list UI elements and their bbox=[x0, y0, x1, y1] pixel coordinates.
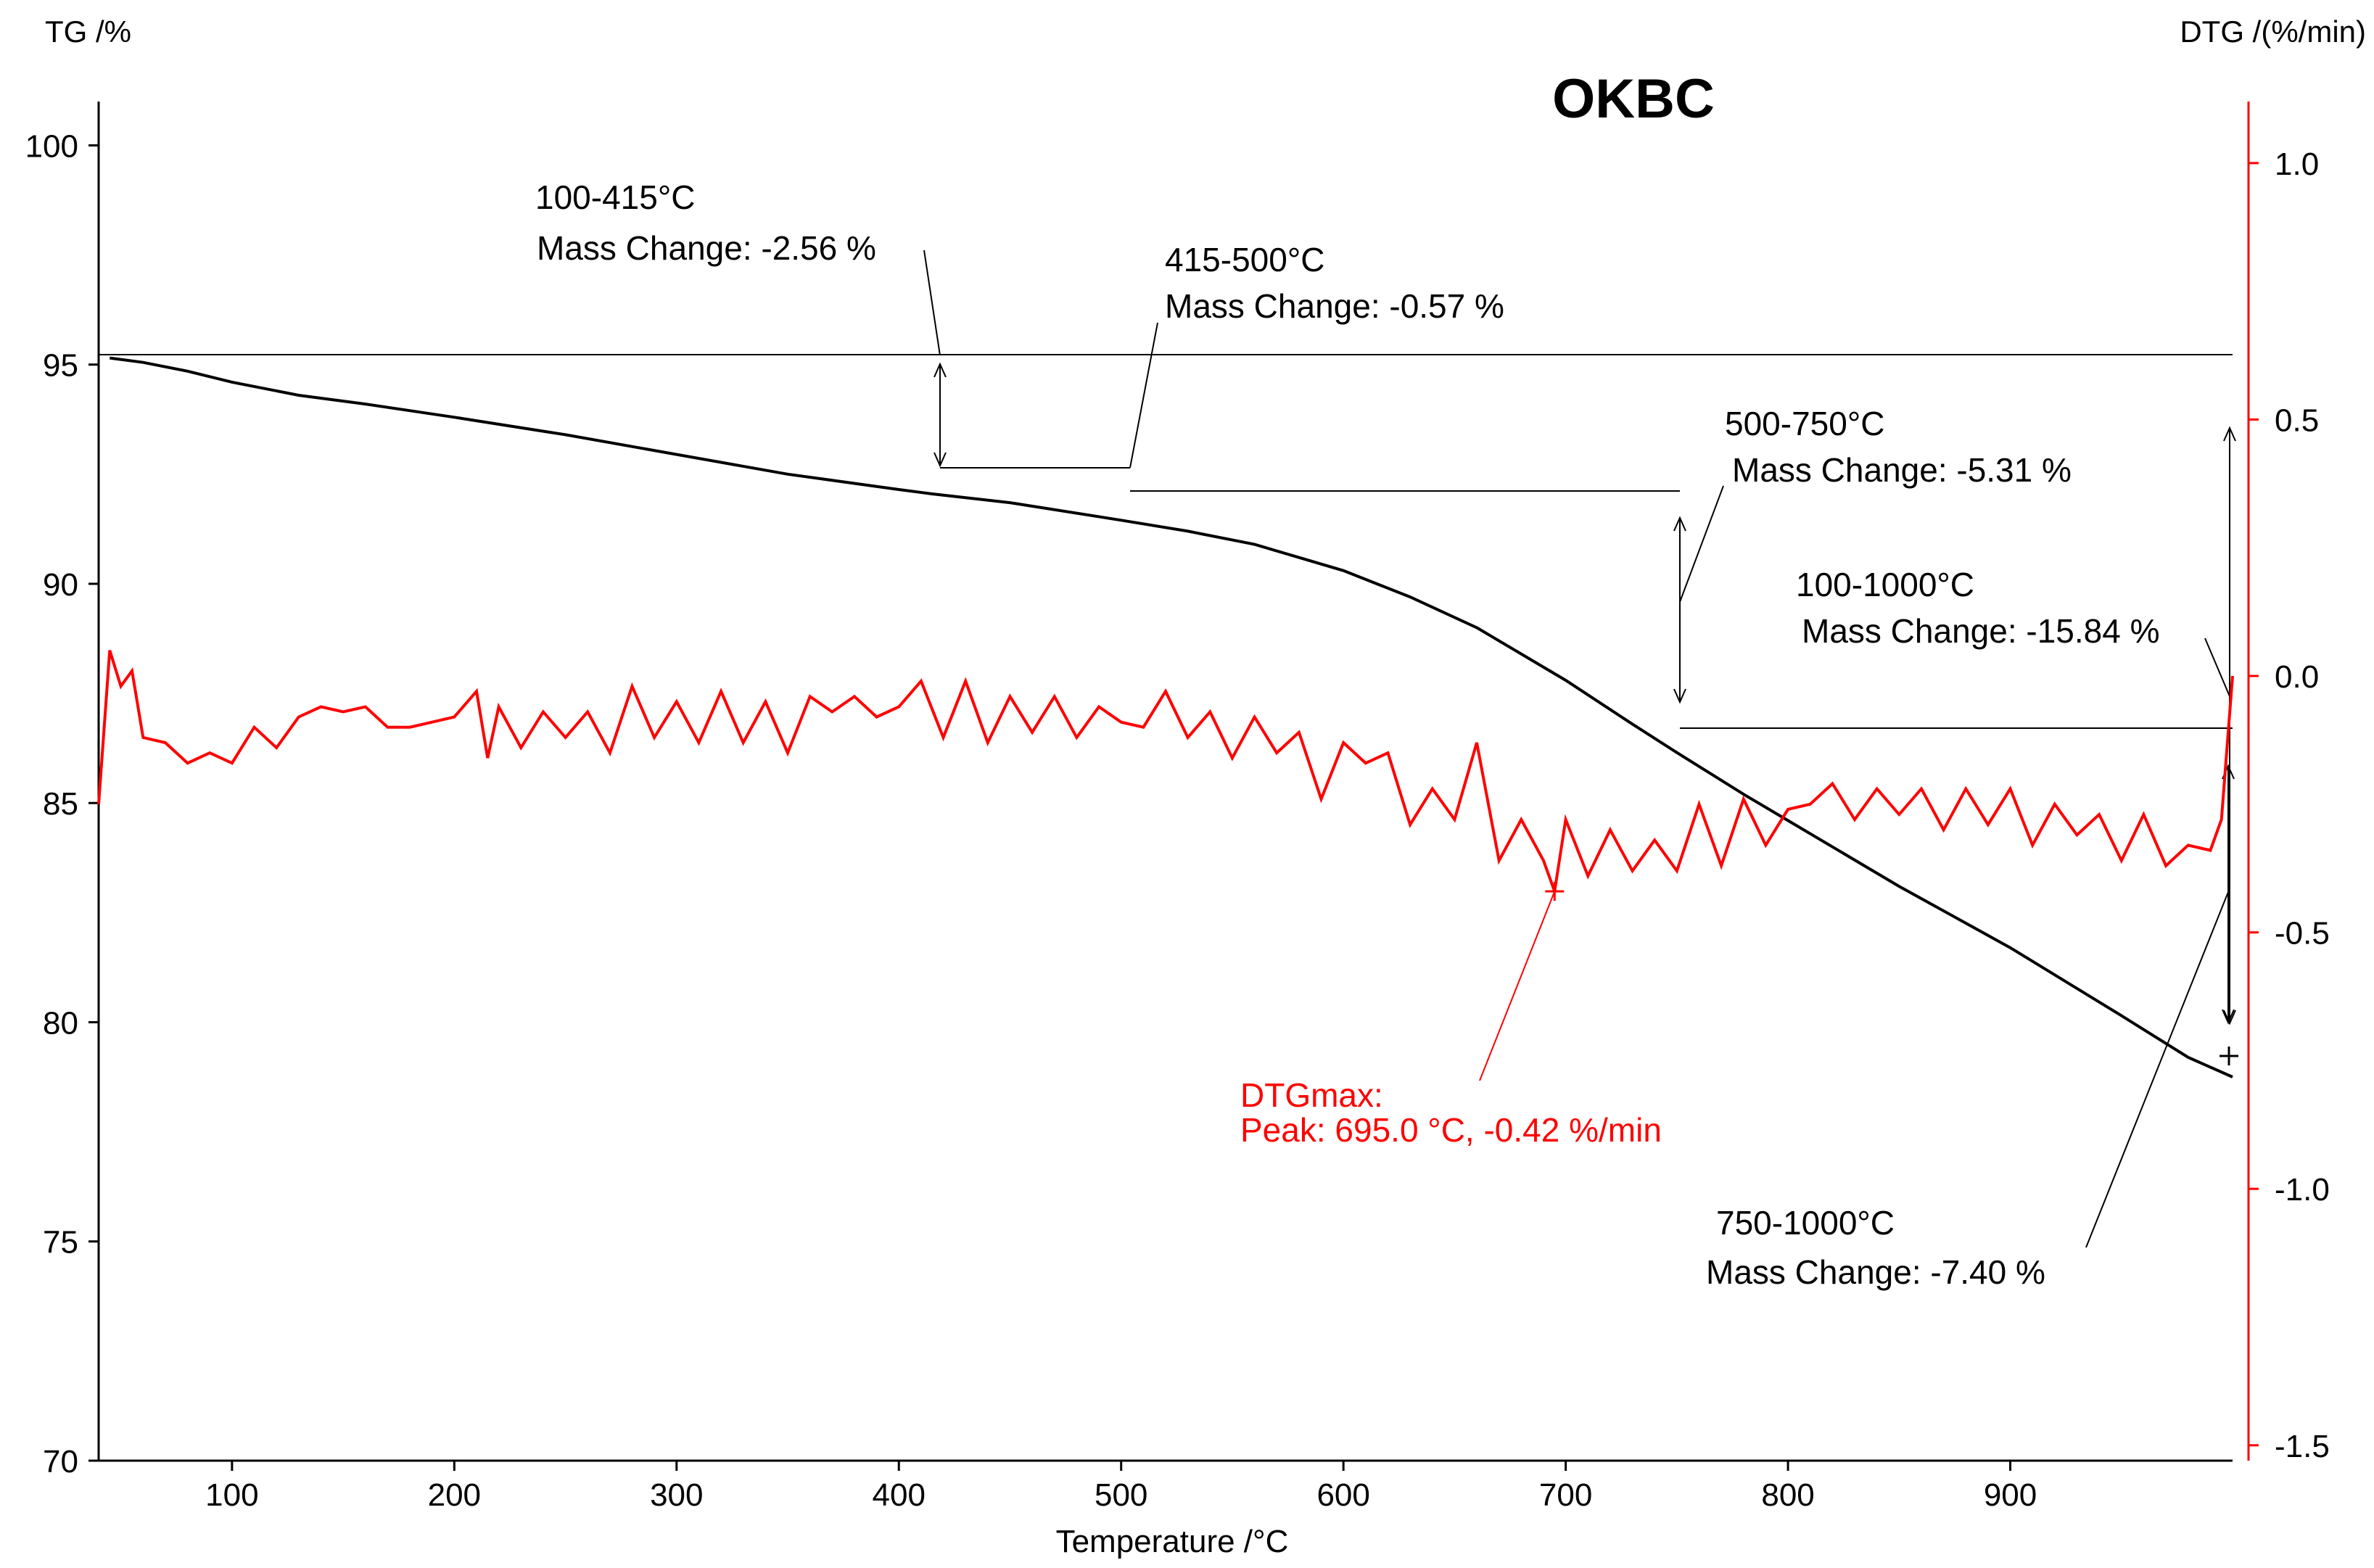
x-tick-label: 700 bbox=[1539, 1477, 1592, 1513]
x-tick-label: 100 bbox=[205, 1477, 258, 1513]
dtg-peak-marker bbox=[1545, 882, 1565, 901]
leader-415-500 bbox=[1129, 322, 1158, 469]
annotation-100-415: 100-415°C Mass Change: -2.56 % bbox=[535, 178, 876, 267]
x-ticks: 100 200 300 400 500 600 700 800 900 bbox=[205, 1461, 2037, 1513]
dtg-series-line bbox=[97, 650, 2234, 892]
dtg-peak-text: Peak: 695.0 °C, -0.42 %/min bbox=[1240, 1111, 1662, 1149]
annotation-100-415-text: Mass Change: -2.56 % bbox=[537, 229, 876, 267]
dtg-peak-annotation: DTGmax: Peak: 695.0 °C, -0.42 %/min bbox=[1240, 1076, 1662, 1149]
y-left-ticks: 70 75 80 85 90 95 100 bbox=[25, 128, 99, 1480]
x-tick-label: 600 bbox=[1316, 1477, 1369, 1513]
y-left-tick-label: 70 bbox=[43, 1444, 78, 1480]
x-tick-label: 500 bbox=[1095, 1477, 1147, 1513]
x-tick-label: 800 bbox=[1761, 1477, 1814, 1513]
y-right-tick-label: -1.0 bbox=[2275, 1172, 2330, 1208]
y-right-tick-label: -0.5 bbox=[2275, 916, 2330, 952]
annotation-100-1000-range: 100-1000°C bbox=[1796, 566, 1974, 603]
y-right-axis-title: DTG /(%/min) bbox=[2180, 15, 2366, 49]
y-left-tick-label: 90 bbox=[43, 567, 78, 603]
y-right-tick-label: 1.0 bbox=[2275, 147, 2319, 182]
annotation-100-415-range: 100-415°C bbox=[535, 178, 695, 216]
annotation-100-1000: 100-1000°C Mass Change: -15.84 % bbox=[1796, 566, 2160, 650]
dtg-peak-label: DTGmax: bbox=[1240, 1076, 1383, 1114]
mass-change-markers bbox=[99, 249, 2236, 1248]
leader-100-1000 bbox=[2204, 637, 2230, 697]
annotation-500-750-text: Mass Change: -5.31 % bbox=[1732, 451, 2072, 489]
x-tick-label: 400 bbox=[873, 1477, 926, 1513]
x-tick-label: 900 bbox=[1984, 1477, 2037, 1513]
chart-title: OKBC bbox=[1552, 68, 1715, 130]
y-left-tick-label: 85 bbox=[43, 786, 78, 822]
y-left-tick-label: 80 bbox=[43, 1005, 78, 1041]
x-tick-label: 300 bbox=[650, 1477, 703, 1513]
step-arrowheads-500-750 bbox=[1673, 516, 1686, 704]
step-arrowheads-100-1000 bbox=[2223, 426, 2236, 1026]
tg-end-marker bbox=[2220, 1047, 2238, 1065]
tg-series-line bbox=[110, 356, 2233, 1078]
y-right-tick-label: 0.5 bbox=[2275, 403, 2319, 438]
annotation-750-1000-range: 750-1000°C bbox=[1716, 1204, 1895, 1242]
annotation-415-500-text: Mass Change: -0.57 % bbox=[1165, 287, 1504, 325]
y-left-tick-label: 75 bbox=[43, 1225, 78, 1260]
leader-500-750 bbox=[1679, 485, 1724, 603]
y-right-ticks: -1.5 -1.0 -0.5 0.0 0.5 1.0 bbox=[2249, 147, 2330, 1464]
leader-750-1000 bbox=[2085, 891, 2229, 1248]
y-right-tick-label: -1.5 bbox=[2275, 1429, 2330, 1464]
y-left-tick-label: 100 bbox=[25, 128, 78, 164]
annotation-750-1000: 750-1000°C Mass Change: -7.40 % bbox=[1706, 1204, 2045, 1291]
y-left-tick-label: 95 bbox=[43, 348, 78, 384]
annotation-500-750-range: 500-750°C bbox=[1725, 405, 1884, 442]
y-left-axis-title: TG /% bbox=[45, 15, 131, 49]
annotation-415-500-range: 415-500°C bbox=[1165, 241, 1324, 278]
x-axis-title: Temperature /°C bbox=[1056, 1524, 1289, 1559]
annotation-415-500: 415-500°C Mass Change: -0.57 % bbox=[1165, 241, 1504, 325]
leader-100-415 bbox=[923, 249, 941, 356]
annotation-750-1000-text: Mass Change: -7.40 % bbox=[1706, 1253, 2045, 1291]
annotation-100-1000-text: Mass Change: -15.84 % bbox=[1802, 612, 2160, 650]
annotation-500-750: 500-750°C Mass Change: -5.31 % bbox=[1725, 405, 2072, 489]
y-right-tick-label: 0.0 bbox=[2275, 659, 2319, 695]
dtg-peak-leader bbox=[1479, 891, 1556, 1081]
x-tick-label: 200 bbox=[428, 1477, 481, 1513]
step-arrowheads-100-415 bbox=[933, 362, 947, 468]
